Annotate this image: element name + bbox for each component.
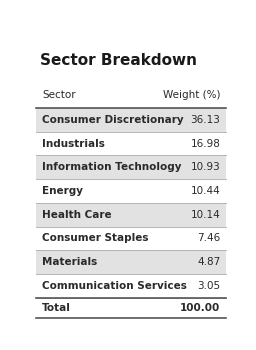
Bar [36,108,227,132]
Bar [36,250,227,274]
Text: Weight (%): Weight (%) [163,90,220,100]
Text: 10.93: 10.93 [191,162,220,172]
Text: 100.00: 100.00 [180,303,220,313]
Text: 3.05: 3.05 [197,281,220,291]
Text: 4.87: 4.87 [197,257,220,267]
Text: 10.14: 10.14 [191,210,220,220]
Text: 10.44: 10.44 [191,186,220,196]
Text: Energy: Energy [42,186,83,196]
Text: Health Care: Health Care [42,210,112,220]
Text: Information Technology: Information Technology [42,162,182,172]
Text: Industrials: Industrials [42,139,105,149]
Bar [36,203,227,226]
Text: Sector Breakdown: Sector Breakdown [40,53,197,68]
Bar [36,155,227,179]
Text: Sector: Sector [42,90,76,100]
Text: 7.46: 7.46 [197,233,220,244]
Text: Consumer Discretionary: Consumer Discretionary [42,115,184,125]
Text: 16.98: 16.98 [191,139,220,149]
Text: Communication Services: Communication Services [42,281,187,291]
Text: Total: Total [42,303,71,313]
Text: Consumer Staples: Consumer Staples [42,233,148,244]
Text: Materials: Materials [42,257,97,267]
Text: 36.13: 36.13 [191,115,220,125]
